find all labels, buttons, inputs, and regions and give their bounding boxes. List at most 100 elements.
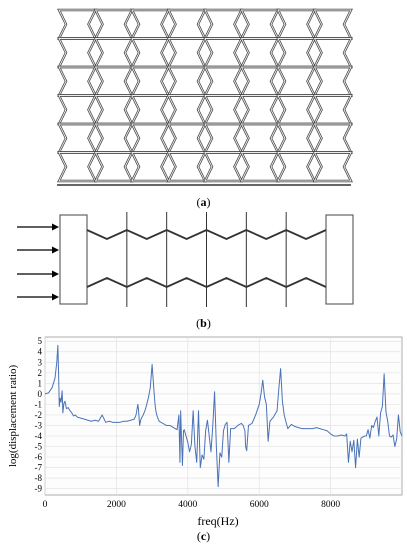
lattice-cell-inner xyxy=(167,123,206,153)
lattice-cell-inner xyxy=(204,38,243,68)
lattice-cell xyxy=(57,65,98,97)
lattice-cell-inner xyxy=(58,66,97,96)
schematic-diagram xyxy=(17,212,354,307)
lattice-cell-inner xyxy=(240,152,279,182)
panel-c-caption: (c) xyxy=(196,529,211,543)
lattice-cell-inner xyxy=(313,38,352,68)
y-tick-label: -3 xyxy=(35,420,43,430)
lattice-cell xyxy=(166,37,207,69)
lattice-cell xyxy=(203,151,244,183)
y-tick-label: 3 xyxy=(38,357,43,367)
y-tick-label: 2 xyxy=(38,368,43,378)
force-arrows xyxy=(17,223,59,301)
lattice-cell-inner xyxy=(58,95,97,125)
x-tick-label: 0 xyxy=(43,500,48,510)
panel-c-label: c xyxy=(200,529,207,543)
lattice-cell xyxy=(93,94,134,126)
lattice-cell-inner xyxy=(58,123,97,153)
lattice-cell-inner xyxy=(313,95,352,125)
lattice-cell xyxy=(93,151,134,183)
lattice-cell-inner xyxy=(167,38,206,68)
lattice-cell-inner xyxy=(277,152,316,182)
lattice-cell xyxy=(130,65,171,97)
y-tick-label: 5 xyxy=(38,336,43,346)
y-tick-label: -2 xyxy=(35,410,43,420)
lattice-cell xyxy=(276,94,317,126)
lattice-cell xyxy=(239,8,280,40)
lattice-cell xyxy=(239,94,280,126)
lattice-cell-inner xyxy=(167,66,206,96)
lattice-cell-inner xyxy=(313,152,352,182)
panel-b-label: b xyxy=(200,316,207,330)
lattice-cell xyxy=(312,37,353,69)
panel-a-label: a xyxy=(200,195,207,209)
lattice-cell-inner xyxy=(204,66,243,96)
lattice-cell-inner xyxy=(277,9,316,39)
lattice-cell xyxy=(166,94,207,126)
lattice-cell xyxy=(130,94,171,126)
lattice-cell xyxy=(57,8,98,40)
lattice-cell-inner xyxy=(94,9,133,39)
y-tick-label: -5 xyxy=(35,442,43,452)
lattice-cell xyxy=(312,122,353,154)
lattice-cell-inner xyxy=(204,123,243,153)
lattice-cell xyxy=(312,8,353,40)
lattice-cell-inner xyxy=(204,95,243,125)
lattice-cell xyxy=(130,37,171,69)
y-tick-label: -1 xyxy=(35,399,43,409)
lattice-cell-inner xyxy=(313,66,352,96)
lattice-cell-inner xyxy=(240,9,279,39)
lattice-cell-inner xyxy=(94,66,133,96)
arrow xyxy=(17,270,59,278)
lattice-cell xyxy=(166,151,207,183)
lattice-cell-inner xyxy=(240,66,279,96)
y-tick-label: -9 xyxy=(35,484,43,494)
lattice-cell-inner xyxy=(58,152,97,182)
lattice-cell xyxy=(93,65,134,97)
lattice-cell-inner xyxy=(240,38,279,68)
lattice-cell-inner xyxy=(277,66,316,96)
arrow xyxy=(17,223,59,231)
arrow xyxy=(17,293,59,301)
lattice-cell xyxy=(203,94,244,126)
lattice-cell xyxy=(312,65,353,97)
arrow xyxy=(17,246,59,254)
lattice-cell-inner xyxy=(204,152,243,182)
lattice-cell-inner xyxy=(240,95,279,125)
grid-lines xyxy=(44,337,402,495)
lattice-cell-inner xyxy=(277,95,316,125)
lattice-cells xyxy=(57,8,353,183)
lattice-cell-inner xyxy=(277,123,316,153)
lattice-cell-inner xyxy=(94,38,133,68)
lattice-cell xyxy=(239,37,280,69)
lattice-cell xyxy=(166,65,207,97)
left-mass-block xyxy=(59,214,88,305)
lattice-cell xyxy=(57,122,98,154)
lattice-cell-inner xyxy=(131,123,170,153)
lattice-cell xyxy=(93,37,134,69)
lattice-cell xyxy=(203,65,244,97)
series-line xyxy=(44,344,403,488)
lattice-cell-inner xyxy=(167,9,206,39)
x-tick-label: 2000 xyxy=(107,500,126,510)
lattice-cell xyxy=(203,37,244,69)
lattice-cell xyxy=(276,37,317,69)
lattice-cell-inner xyxy=(131,38,170,68)
lattice-cell-inner xyxy=(204,9,243,39)
y-tick-label: 0 xyxy=(38,389,43,399)
x-tick-label: 8000 xyxy=(321,500,340,510)
lattice-cell xyxy=(239,151,280,183)
lattice-cell xyxy=(312,151,353,183)
lattice-cell xyxy=(203,8,244,40)
lattice-cell xyxy=(130,122,171,154)
lattice-cell xyxy=(57,94,98,126)
plot-area xyxy=(44,336,403,496)
lattice-cell xyxy=(312,94,353,126)
y-tick-label: -4 xyxy=(35,431,43,441)
lattice-cell-inner xyxy=(167,95,206,125)
y-tick-label: -6 xyxy=(35,452,43,462)
lattice-cell-inner xyxy=(313,123,352,153)
y-tick-label: 1 xyxy=(38,378,43,388)
lattice-cell xyxy=(276,8,317,40)
lattice-cell-inner xyxy=(131,66,170,96)
